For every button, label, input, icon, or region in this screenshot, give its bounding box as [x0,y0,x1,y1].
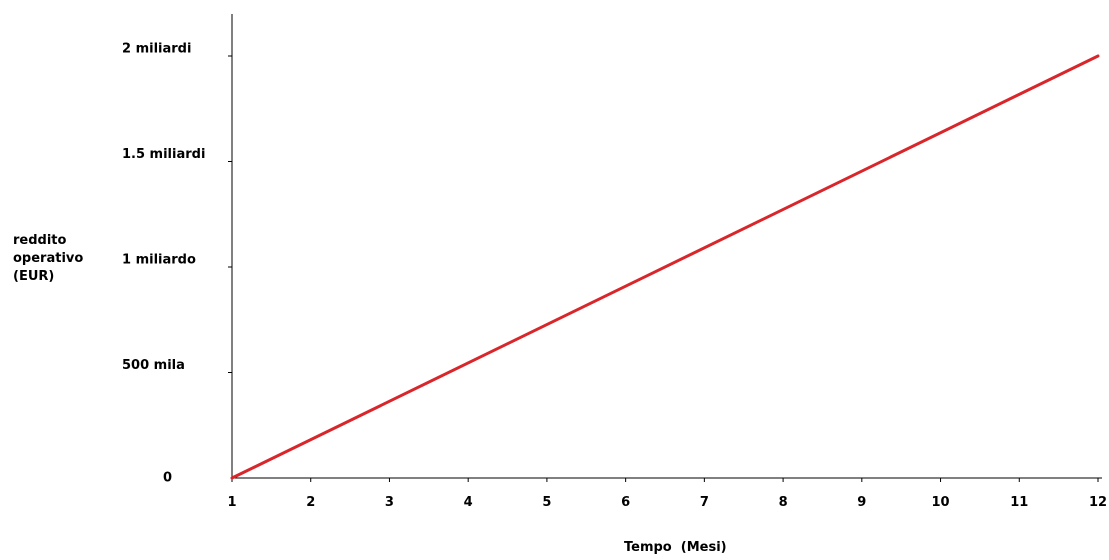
series-line [230,54,1100,480]
y-tick-label: 0 [163,471,172,486]
x-tick-label: 12 [1089,495,1107,510]
x-tick-label: 7 [700,495,709,510]
x-tick-label: 11 [1010,495,1028,510]
y-tick-label: 1.5 miliardi [122,147,205,162]
x-axis-title: Tempo (Mesi) [624,540,727,555]
x-tick-label: 6 [621,495,630,510]
y-axis-title-line: reddito [13,233,67,248]
y-tick-label: 2 miliardi [122,42,191,57]
y-axis-title: reddito operativo (EUR) [13,232,83,286]
x-tick-label: 5 [542,495,551,510]
x-tick-label: 9 [857,495,866,510]
y-axis-title-line: (EUR) [13,269,55,284]
x-tick-label: 4 [464,495,473,510]
x-tick-label: 3 [385,495,394,510]
x-tick-label: 10 [931,495,949,510]
x-tick-label: 1 [227,495,236,510]
x-tick-label: 8 [779,495,788,510]
x-tick-label: 2 [306,495,315,510]
y-axis-title-line: operativo [13,251,84,266]
y-tick-label: 1 miliardo [122,253,196,268]
y-tick-label: 500 mila [122,358,185,373]
